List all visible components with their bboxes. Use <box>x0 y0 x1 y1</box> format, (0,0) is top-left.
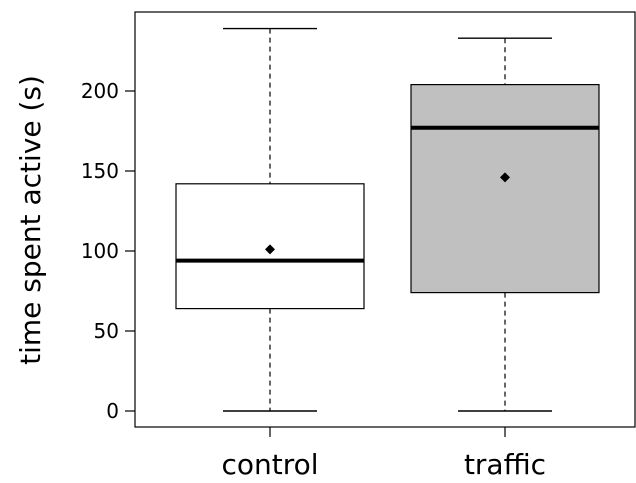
y-axis-title: time spent active (s) <box>14 75 47 365</box>
x-axis: control traffic <box>221 427 546 481</box>
plot-frame <box>134 11 636 428</box>
control-mean-marker <box>265 244 275 255</box>
y-tick-label-200: 200 <box>81 79 119 103</box>
y-axis: 0 50 100 150 200 <box>81 79 135 423</box>
y-tick-label-100: 100 <box>81 239 119 263</box>
boxes-group <box>175 27 600 412</box>
y-tick-label-150: 150 <box>81 159 119 183</box>
traffic-mean-marker <box>500 172 510 183</box>
y-tick-label-0: 0 <box>106 399 119 423</box>
y-tick-label-50: 50 <box>94 319 119 343</box>
x-tick-label-traffic: traffic <box>464 448 546 478</box>
traffic-box <box>410 83 600 294</box>
x-tick-label-control: control <box>221 448 318 478</box>
